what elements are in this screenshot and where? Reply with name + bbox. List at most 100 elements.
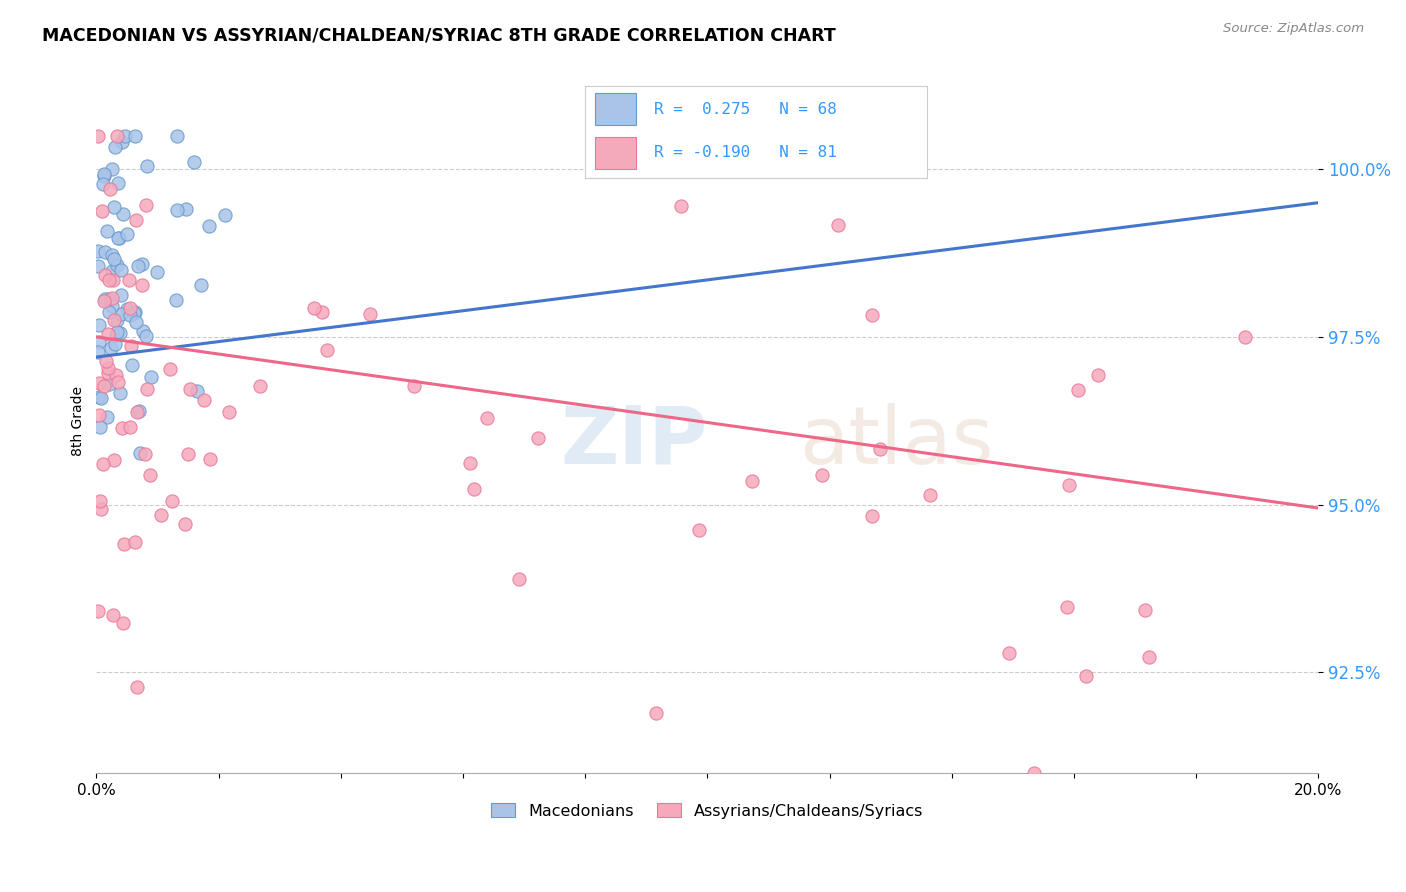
Text: MACEDONIAN VS ASSYRIAN/CHALDEAN/SYRIAC 8TH GRADE CORRELATION CHART: MACEDONIAN VS ASSYRIAN/CHALDEAN/SYRIAC 8… xyxy=(42,27,837,45)
Point xyxy=(139,468,162,483)
Point xyxy=(1135,602,1157,616)
Point xyxy=(359,307,381,321)
Point xyxy=(105,128,128,143)
Point xyxy=(463,483,485,497)
Point xyxy=(103,252,125,266)
Point xyxy=(124,535,146,549)
Point xyxy=(918,488,941,502)
Point xyxy=(166,203,188,218)
Point xyxy=(125,315,148,329)
Point xyxy=(402,379,425,393)
Point xyxy=(120,339,142,353)
Point xyxy=(96,223,118,237)
Point xyxy=(87,345,110,359)
Point xyxy=(103,200,125,214)
Point xyxy=(1234,330,1257,344)
Point xyxy=(127,405,149,419)
Point xyxy=(93,379,115,393)
Point xyxy=(159,362,181,376)
Point xyxy=(86,260,108,274)
Point xyxy=(688,523,710,537)
Point xyxy=(108,385,131,400)
Point xyxy=(94,292,117,306)
Point xyxy=(860,308,883,322)
Point xyxy=(193,392,215,407)
Point xyxy=(96,410,118,425)
Point xyxy=(100,299,122,313)
Point xyxy=(112,207,135,221)
Point xyxy=(93,293,115,308)
Point xyxy=(1076,669,1098,683)
Point xyxy=(86,128,108,143)
Point xyxy=(869,442,891,456)
Point xyxy=(97,326,120,341)
Point xyxy=(105,325,128,339)
Point xyxy=(100,341,122,355)
Point xyxy=(136,159,159,173)
Point xyxy=(87,408,110,422)
Point xyxy=(86,604,108,618)
Point xyxy=(120,308,142,322)
Point xyxy=(149,508,172,523)
Point xyxy=(97,366,120,380)
Point xyxy=(1137,649,1160,664)
Point xyxy=(93,167,115,181)
Point xyxy=(174,202,197,217)
Point xyxy=(86,244,108,259)
Point xyxy=(97,292,120,306)
Legend: Macedonians, Assyrians/Chaldeans/Syriacs: Macedonians, Assyrians/Chaldeans/Syriacs xyxy=(485,797,929,825)
Point xyxy=(214,208,236,222)
Point xyxy=(121,358,143,372)
Point xyxy=(115,301,138,316)
Point xyxy=(127,680,149,694)
Point xyxy=(111,421,134,435)
Point xyxy=(1067,383,1090,397)
Point xyxy=(186,384,208,398)
Point xyxy=(118,301,141,315)
Point xyxy=(97,273,120,287)
Point xyxy=(124,128,146,143)
Point xyxy=(87,334,110,349)
Point xyxy=(860,509,883,524)
Point xyxy=(827,218,849,232)
Y-axis label: 8th Grade: 8th Grade xyxy=(72,386,86,456)
Point xyxy=(101,607,124,622)
Point xyxy=(105,368,128,382)
Point xyxy=(128,446,150,460)
Point xyxy=(741,474,763,488)
Point xyxy=(105,313,128,327)
Point xyxy=(90,502,112,516)
Point xyxy=(166,128,188,143)
Point xyxy=(118,273,141,287)
Point xyxy=(115,227,138,242)
Point xyxy=(111,135,134,149)
Point xyxy=(103,313,125,327)
Point xyxy=(475,410,498,425)
Point xyxy=(1087,368,1109,383)
Point xyxy=(302,301,325,315)
Point xyxy=(200,451,222,466)
Point xyxy=(131,257,153,271)
Point xyxy=(128,404,150,418)
Text: ZIP: ZIP xyxy=(561,403,709,481)
Point xyxy=(101,264,124,278)
Point xyxy=(135,329,157,343)
Point xyxy=(97,361,120,376)
Point xyxy=(91,457,114,471)
Point xyxy=(110,307,132,321)
Point xyxy=(177,447,200,461)
Point xyxy=(190,278,212,293)
Point xyxy=(458,456,481,470)
Point xyxy=(112,537,135,551)
Point xyxy=(132,324,155,338)
Point xyxy=(124,213,146,227)
Text: Source: ZipAtlas.com: Source: ZipAtlas.com xyxy=(1223,22,1364,36)
Point xyxy=(127,259,149,273)
Point xyxy=(669,199,692,213)
Point xyxy=(89,494,111,508)
Point xyxy=(810,467,832,482)
Point xyxy=(87,390,110,404)
Point xyxy=(97,377,120,392)
Point xyxy=(112,615,135,630)
Point xyxy=(104,336,127,351)
